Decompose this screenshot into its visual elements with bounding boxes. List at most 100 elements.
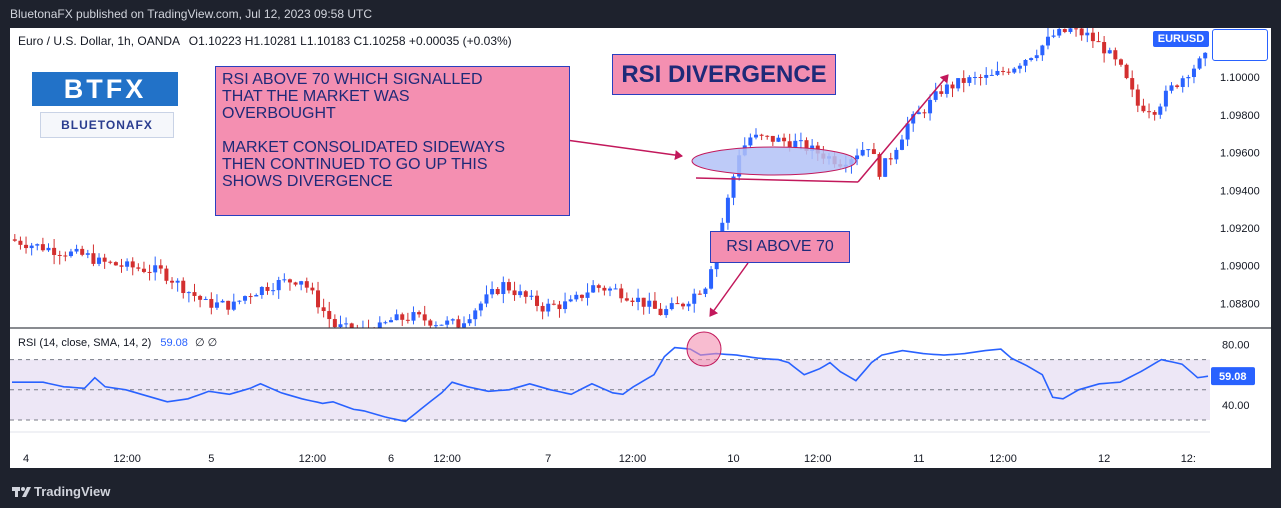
candle (130, 257, 135, 276)
candle (782, 133, 787, 147)
rsi-tick-label: 80.00 (1222, 340, 1250, 352)
time-tick-label: 12:00 (804, 453, 832, 465)
candle (928, 94, 933, 121)
candle (568, 295, 573, 303)
candle (1040, 44, 1045, 61)
candle (248, 293, 253, 304)
candle (24, 236, 29, 254)
candle (658, 303, 663, 316)
axes: 1.10000 1.09800 1.09600 1.09400 1.09200 1.090… (10, 72, 1271, 465)
symbol-badge[interactable]: EURUSD (1153, 31, 1209, 47)
candle (119, 258, 124, 273)
candle (546, 298, 551, 317)
candle (214, 294, 219, 310)
candle (220, 299, 225, 303)
candle (63, 251, 68, 262)
time-tick-label: 6 (388, 453, 394, 465)
candle (602, 285, 607, 296)
candle (373, 327, 375, 328)
candle (703, 287, 708, 298)
price-tick-label: 1.09600 (1220, 148, 1260, 160)
candle (495, 287, 500, 296)
candle (1085, 28, 1090, 43)
annotation-overlay (565, 74, 949, 367)
candle (1163, 85, 1168, 112)
candle (1147, 103, 1152, 119)
candle (321, 298, 326, 318)
candle (1107, 47, 1112, 54)
candle (175, 278, 180, 292)
candle (422, 305, 427, 326)
annotation-title: RSI DIVERGENCE (612, 54, 836, 95)
candle (1130, 70, 1135, 98)
candle (356, 324, 358, 328)
candle (967, 75, 972, 87)
candle (1191, 64, 1196, 84)
annotation-main: RSI ABOVE 70 WHICH SIGNALLED THAT THE MA… (215, 66, 570, 216)
rsi-peak-circle (686, 331, 722, 367)
candle (186, 291, 191, 303)
candle (209, 292, 214, 315)
time-tick-label: 12 (1098, 453, 1110, 465)
candle (18, 236, 23, 250)
candle (972, 71, 977, 85)
candle (647, 292, 652, 314)
candle (956, 78, 961, 92)
rsi-line (12, 346, 1209, 423)
candle (961, 70, 966, 93)
candle (995, 61, 1000, 77)
time-tick-label: 10 (727, 453, 739, 465)
candle (535, 290, 540, 312)
candle (338, 315, 343, 328)
candle (231, 293, 236, 312)
tradingview-brand: TradingView (34, 484, 111, 499)
candle (1135, 84, 1140, 113)
logo-bottom: BLUETONAFX (40, 112, 174, 138)
candle (759, 133, 764, 141)
time-tick-label: 12:00 (619, 453, 647, 465)
candle (984, 67, 989, 85)
logo-top: BTFX (32, 72, 178, 106)
candle (888, 152, 893, 166)
candle (198, 294, 203, 308)
candle (1029, 57, 1034, 62)
candle (450, 318, 455, 325)
candle (725, 194, 730, 230)
candle (125, 258, 130, 271)
chart-svg: 1.10000 1.09800 1.09600 1.09400 1.09200 1.090… (10, 28, 1271, 465)
candle (1152, 110, 1157, 121)
candle (394, 309, 399, 321)
candle (1118, 58, 1123, 67)
symbol-legend: Euro / U.S. Dollar, 1h, OANDA O1.10223 H… (18, 34, 512, 48)
candle (1034, 49, 1039, 62)
candle (871, 142, 876, 155)
candle (344, 317, 349, 328)
candle (85, 249, 90, 259)
price-tick-label: 1.09400 (1220, 185, 1260, 197)
candle (237, 300, 242, 305)
candle (692, 288, 697, 313)
rsi-value-badge-text: 59.08 (1219, 371, 1247, 383)
candle (417, 310, 422, 318)
candle (641, 297, 646, 315)
candle (490, 281, 495, 299)
candle (254, 293, 259, 297)
price-scale-box[interactable] (1212, 29, 1268, 61)
rsi-label: RSI (14, close, SMA, 14, 2) (18, 337, 152, 349)
time-tick-label: 4 (23, 453, 29, 465)
candle (158, 259, 163, 274)
support-line (695, 177, 859, 183)
candle (57, 250, 62, 265)
candle (80, 245, 85, 257)
candle (1074, 28, 1079, 37)
candle (170, 277, 175, 290)
candle (265, 282, 270, 295)
candle (596, 283, 601, 293)
candle (484, 285, 489, 308)
candle (613, 283, 618, 290)
candle (894, 147, 899, 164)
candle (939, 84, 944, 97)
candle (136, 263, 141, 272)
candle (46, 243, 51, 252)
published-text: BluetonaFX published on TradingView.com,… (10, 7, 373, 21)
